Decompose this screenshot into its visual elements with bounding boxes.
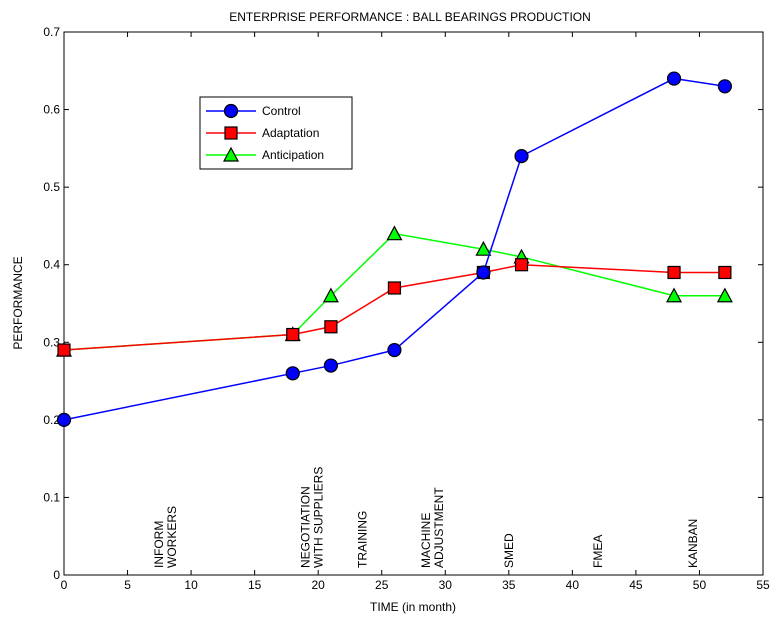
data-point-control bbox=[514, 149, 529, 164]
legend-marker-anticipation bbox=[222, 146, 240, 162]
legend-marker-control bbox=[223, 103, 239, 119]
data-point-adaptation bbox=[387, 281, 402, 295]
x-tick-label: 35 bbox=[502, 578, 516, 592]
annotation-label: NEGOTIATION bbox=[298, 486, 312, 568]
annotation-label: SMED bbox=[502, 533, 516, 568]
annotation-label: WORKERS bbox=[165, 506, 179, 568]
annotation-label: MACHINE bbox=[419, 513, 433, 568]
legend-label-adaptation: Adaptation bbox=[262, 126, 319, 140]
legend: Control Adaptation Anticipation bbox=[199, 96, 353, 170]
x-tick-label: 30 bbox=[439, 578, 453, 592]
data-point-adaptation bbox=[514, 258, 529, 272]
y-axis-label: PERFORMANCE bbox=[11, 256, 25, 349]
data-point-control bbox=[666, 71, 682, 86]
annotation-label: WITH SUPPLIERS bbox=[311, 467, 325, 568]
x-tick-label: 5 bbox=[124, 578, 131, 592]
y-tick-label: 0 bbox=[53, 568, 60, 582]
data-point-adaptation bbox=[286, 327, 300, 342]
legend-label-control: Control bbox=[262, 104, 301, 118]
x-tick-label: 0 bbox=[61, 578, 68, 592]
legend-marker-adaptation bbox=[224, 126, 238, 140]
annotation-label: KANBAN bbox=[686, 519, 700, 568]
annotation-label: TRAINING bbox=[356, 511, 370, 568]
data-point-adaptation bbox=[57, 343, 71, 357]
x-tick-label: 50 bbox=[693, 578, 707, 592]
data-point-anticipation bbox=[475, 240, 492, 256]
x-tick-label: 40 bbox=[566, 578, 580, 592]
chart-title: ENTERPRISE PERFORMANCE : BALL BEARINGS P… bbox=[229, 10, 591, 24]
y-tick-label: 0.4 bbox=[43, 258, 60, 272]
data-point-control bbox=[323, 358, 338, 373]
x-axis-label: TIME (in month) bbox=[370, 600, 456, 614]
y-tick-label: 0.7 bbox=[43, 25, 60, 39]
x-tick-label: 10 bbox=[184, 578, 198, 592]
plot-area bbox=[63, 31, 764, 576]
data-point-adaptation bbox=[667, 265, 681, 280]
data-point-anticipation bbox=[716, 287, 733, 303]
y-tick-label: 0.6 bbox=[43, 103, 60, 117]
data-point-anticipation bbox=[666, 287, 683, 303]
data-point-control bbox=[476, 265, 491, 280]
annotation-label: ADJUSTMENT bbox=[432, 487, 446, 568]
data-point-control bbox=[285, 366, 300, 381]
x-tick-label: 15 bbox=[248, 578, 262, 592]
data-point-anticipation bbox=[386, 225, 403, 241]
y-tick-label: 0.3 bbox=[43, 335, 60, 349]
data-point-control bbox=[56, 412, 72, 427]
data-point-adaptation bbox=[324, 320, 338, 334]
y-tick-label: 0.5 bbox=[43, 180, 60, 194]
y-tick-label: 0.1 bbox=[43, 490, 60, 504]
y-tick-label: 0.2 bbox=[43, 413, 60, 427]
data-point-control bbox=[387, 342, 402, 358]
data-point-anticipation bbox=[322, 287, 339, 303]
x-tick-label: 45 bbox=[629, 578, 643, 592]
data-point-control bbox=[717, 79, 732, 94]
annotation-label: FMEA bbox=[591, 535, 605, 568]
annotation-label: INFORM bbox=[152, 521, 166, 568]
x-tick-label: 25 bbox=[375, 578, 389, 592]
axis-ticks: 0 5 10 15 20 25 30 35 40 45 50 55 0 0.1 0.2 0.3 0.4 0.5 0.… bbox=[43, 25, 770, 592]
x-tick-label: 55 bbox=[756, 578, 770, 592]
data-point-adaptation bbox=[718, 265, 732, 280]
annotations: INFORM WORKERS NEGOTIATION WITH SUPPLIERS TR… bbox=[152, 467, 700, 568]
x-tick-label: 20 bbox=[312, 578, 326, 592]
legend-label-anticipation: Anticipation bbox=[262, 148, 324, 162]
data-series bbox=[55, 71, 733, 427]
